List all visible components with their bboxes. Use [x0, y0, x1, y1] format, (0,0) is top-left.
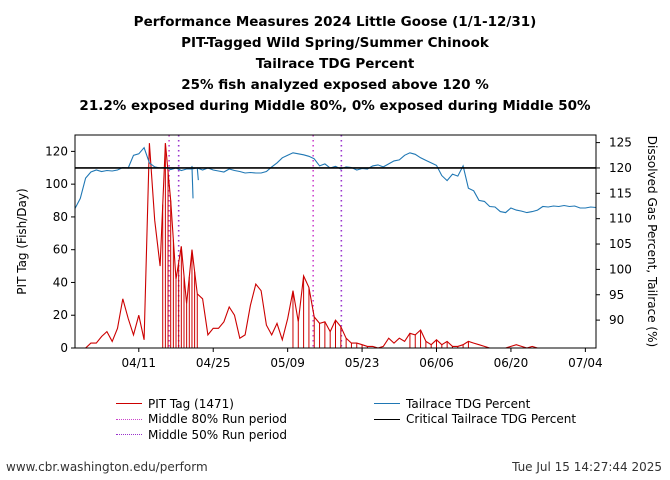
legend-item-mid50: Middle 50% Run period — [116, 427, 287, 443]
chart-title-line-4: 25% fish analyzed exposed above 120 % — [181, 77, 489, 93]
legend-swatch-pit — [116, 403, 142, 405]
chart-title-line-2: PIT-Tagged Wild Spring/Summer Chinook — [181, 35, 489, 51]
footer-timestamp: Tue Jul 15 14:27:44 2025 — [512, 460, 662, 474]
chart-title-line-1: Performance Measures 2024 Little Goose (… — [133, 14, 537, 30]
left-axis-tick-label: 80 — [53, 210, 68, 224]
tdg-series-drop — [191, 165, 194, 199]
legend-swatch-tdg — [374, 403, 400, 405]
x-axis-tick-label: 07/04 — [568, 356, 603, 370]
x-axis-tick-label: 05/23 — [345, 356, 380, 370]
left-axis-tick-label: 60 — [53, 243, 68, 257]
plot-area-group — [75, 135, 596, 348]
right-axis-tick-label: 95 — [609, 288, 624, 302]
right-axis-tick-label: 100 — [609, 262, 632, 276]
chart-title-line-3: Tailrace TDG Percent — [255, 56, 415, 72]
legend-label-mid80: Middle 80% Run period — [148, 412, 287, 427]
right-axis-tick-label: 115 — [609, 186, 632, 200]
legend-item-pit: PIT Tag (1471) — [116, 396, 287, 412]
right-axis-tick-label: 120 — [609, 161, 632, 175]
pit-series-line — [75, 143, 596, 348]
legend-label-tdg: Tailrace TDG Percent — [406, 396, 531, 411]
left-axis-tick-label: 120 — [45, 144, 68, 158]
right-axis-tick-label: 90 — [609, 313, 624, 327]
left-axis-tick-label: 20 — [53, 308, 68, 322]
left-axis-tick-label: 40 — [53, 275, 68, 289]
legend-swatch-mid80 — [116, 418, 142, 420]
right-axis-title: Dissolved Gas Percent, Tailrace (%) — [645, 136, 659, 347]
right-axis-tick-label: 105 — [609, 237, 632, 251]
footer-url: www.cbr.washington.edu/perform — [6, 460, 208, 474]
legend-left: PIT Tag (1471) Middle 80% Run period Mid… — [116, 396, 287, 443]
right-axis-tick-label: 110 — [609, 212, 632, 226]
legend-label-mid50: Middle 50% Run period — [148, 427, 287, 442]
legend-item-critical: Critical Tailrace TDG Percent — [374, 412, 576, 428]
x-axis-tick-label: 06/20 — [494, 356, 529, 370]
legend-item-tdg: Tailrace TDG Percent — [374, 396, 576, 412]
legend-swatch-mid50 — [116, 434, 142, 436]
chart-title-line-5: 21.2% exposed during Middle 80%, 0% expo… — [79, 98, 591, 114]
x-axis-tick-label: 05/09 — [270, 356, 305, 370]
right-axis-tick-label: 125 — [609, 136, 632, 150]
tdg-series-drop — [196, 167, 199, 181]
x-axis-tick-label: 06/06 — [419, 356, 454, 370]
x-axis-tick-label: 04/11 — [121, 356, 156, 370]
left-axis-tick-label: 0 — [60, 341, 68, 355]
chart-title-block: Performance Measures 2024 Little Goose (… — [0, 12, 670, 117]
legend-label-pit: PIT Tag (1471) — [148, 396, 234, 411]
left-axis-tick-label: 100 — [45, 177, 68, 191]
plot-frame — [74, 134, 597, 349]
legend-right: Tailrace TDG Percent Critical Tailrace T… — [374, 396, 576, 427]
x-axis-tick-label: 04/25 — [196, 356, 231, 370]
legend-label-critical: Critical Tailrace TDG Percent — [406, 412, 577, 427]
legend-item-mid80: Middle 80% Run period — [116, 412, 287, 428]
legend-swatch-critical — [374, 418, 400, 420]
left-axis-title: PIT Tag (Fish/Day) — [15, 188, 29, 294]
